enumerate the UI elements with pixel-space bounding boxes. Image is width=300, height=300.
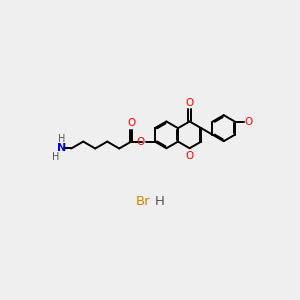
- Text: H: H: [52, 152, 60, 162]
- Text: N: N: [57, 143, 67, 154]
- Text: O: O: [186, 151, 194, 161]
- Text: H: H: [154, 195, 164, 208]
- Text: O: O: [136, 136, 145, 147]
- Text: O: O: [127, 118, 135, 128]
- Text: O: O: [185, 98, 194, 108]
- Text: O: O: [244, 117, 253, 127]
- Text: Br: Br: [136, 195, 151, 208]
- Text: H: H: [58, 134, 66, 144]
